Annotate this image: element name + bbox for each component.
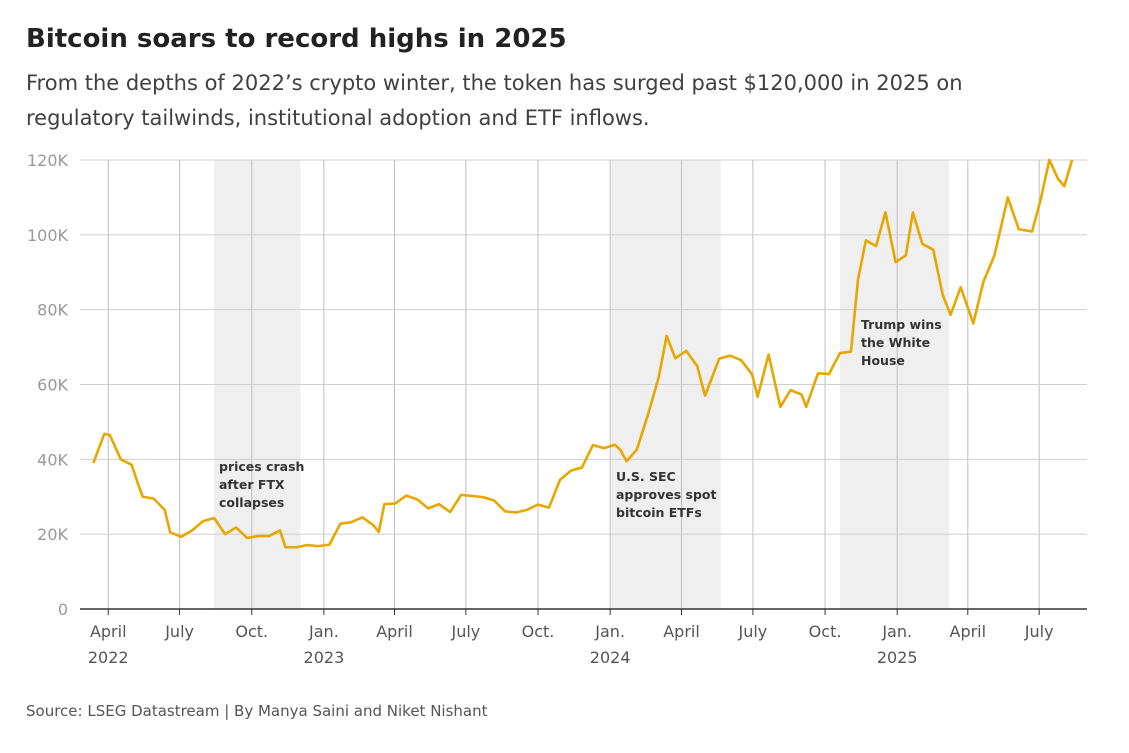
y-tick-label: 120K bbox=[27, 151, 69, 170]
source-note: Source: LSEG Datastream | By Manya Saini… bbox=[26, 702, 488, 720]
annotation-text: bitcoin ETFs bbox=[616, 505, 702, 520]
annotation-text: Trump wins bbox=[861, 317, 942, 332]
x-tick-label: Jan. bbox=[881, 622, 912, 641]
x-tick-year: 2022 bbox=[88, 648, 129, 667]
x-tick-label: Oct. bbox=[522, 622, 555, 641]
x-tick-label: April bbox=[663, 622, 700, 641]
x-tick-label: July bbox=[1024, 622, 1054, 641]
x-tick-label: Jan. bbox=[308, 622, 339, 641]
x-tick-label: April bbox=[376, 622, 413, 641]
annotation-text: House bbox=[861, 353, 905, 368]
x-tick-label: July bbox=[738, 622, 768, 641]
y-tick-label: 0 bbox=[58, 600, 68, 619]
x-tick-label: July bbox=[164, 622, 194, 641]
annotation-text: after FTX bbox=[219, 477, 285, 492]
price-line bbox=[92, 158, 1074, 549]
y-tick-label: 20K bbox=[37, 525, 68, 544]
x-tick-label: April bbox=[950, 622, 987, 641]
annotation-text: U.S. SEC bbox=[616, 469, 676, 484]
x-tick-year: 2024 bbox=[590, 648, 631, 667]
annotation-text: prices crash bbox=[219, 459, 304, 474]
annotation-text: approves spot bbox=[616, 487, 716, 502]
annotation-text: the White bbox=[861, 335, 930, 350]
chart-title: Bitcoin soars to record highs in 2025 bbox=[26, 24, 567, 54]
x-tick-label: Oct. bbox=[235, 622, 268, 641]
annotation-text: collapses bbox=[219, 495, 284, 510]
x-tick-year: 2023 bbox=[304, 648, 345, 667]
y-tick-label: 60K bbox=[37, 376, 68, 395]
x-tick-label: Oct. bbox=[809, 622, 842, 641]
chart-subtitle: From the depths of 2022’s crypto winter,… bbox=[26, 71, 963, 130]
x-tick-label: April bbox=[90, 622, 127, 641]
x-tick-year: 2025 bbox=[877, 648, 918, 667]
x-tick-label: Jan. bbox=[594, 622, 625, 641]
y-tick-label: 40K bbox=[37, 450, 68, 469]
y-tick-label: 80K bbox=[37, 301, 68, 320]
x-tick-label: July bbox=[450, 622, 480, 641]
y-tick-label: 100K bbox=[27, 226, 69, 245]
